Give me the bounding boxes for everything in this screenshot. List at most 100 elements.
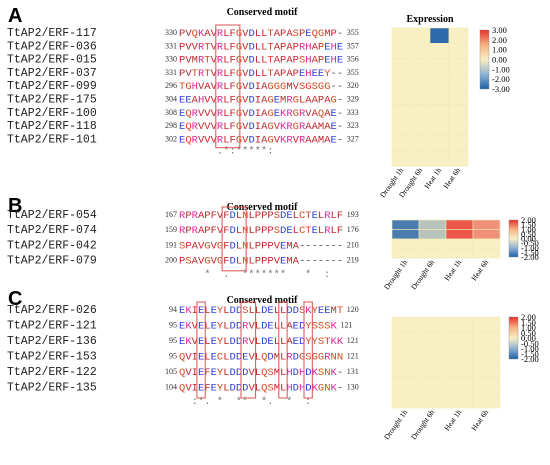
end-position: 121 — [341, 321, 353, 330]
heatmap-cell — [418, 362, 447, 378]
heatmap-cell — [391, 58, 412, 75]
heatmap-cell — [391, 89, 412, 105]
heatmap-cell — [472, 229, 501, 240]
colorbar-tick-label: 3.00 — [492, 25, 507, 35]
colorbar-tick-label: 1.00 — [492, 45, 507, 55]
colorbar-gradient — [479, 29, 490, 90]
alignment-row: TtAP2/ERF-100 308 EQRVVVRLFGVDIAGEKRGRVAQA… — [7, 107, 359, 120]
colorbar-gradient — [508, 219, 519, 258]
start-position: 308 — [165, 108, 177, 117]
colorbar-tick-label: 0.00 — [521, 234, 536, 244]
heatmap-cell — [429, 135, 450, 151]
colorbar-tick-label: 2.00 — [521, 312, 536, 322]
sequence: PSAVGVGFDLNLPPPVEMA------- — [179, 256, 343, 268]
heatmap-cell — [410, 27, 431, 44]
condition-label: Heat 6h — [441, 166, 462, 191]
end-position: 333 — [347, 108, 359, 117]
heatmap-cell — [472, 377, 501, 394]
heatmap-cell — [391, 331, 420, 348]
motif-box — [240, 301, 257, 399]
gene-name: TtAP2/ERF-026 — [7, 304, 97, 317]
alignment-row: TtAP2/ERF-037 331 PVTRTVRLFGVDLLTAPAPEHEEY… — [7, 67, 359, 80]
panel-c: C Conserved motif TtAP2/ERF-026 94 EKIELEYLD… — [7, 288, 539, 441]
gene-name: TtAP2/ERF-036 — [7, 40, 97, 53]
sequence: EKIELEYLDDSLLDELLDDSKYEEMT — [179, 305, 343, 317]
heatmap-cell — [410, 73, 431, 90]
heatmap-cell — [391, 135, 412, 151]
heatmap-cell — [410, 150, 431, 167]
gene-name: TtAP2/ERF-135 — [7, 382, 97, 395]
sequence: PVQKAVRLFGVDLLTAPASPEQGMP- — [179, 28, 343, 40]
heatmap-cell — [391, 316, 420, 333]
colorbar-tick-label: -1.50 — [521, 349, 539, 359]
start-position: 331 — [165, 41, 177, 50]
end-position: 355 — [347, 28, 359, 37]
colorbar-tick-label: 1.50 — [521, 220, 536, 230]
heatmap-cell — [445, 248, 474, 259]
heatmap-cell — [448, 119, 469, 136]
end-position: 219 — [347, 256, 359, 265]
heatmap-cell — [445, 347, 474, 363]
alignment-row: TtAP2/ERF-015 330 PVMRTVRLFGVDLLTAPAPSHAPE… — [7, 54, 359, 67]
alignment-row: TtAP2/ERF-074 159 RPRAPFVFDLNLPPPSDELCTELR… — [7, 224, 359, 237]
start-position: 296 — [165, 81, 177, 90]
colorbar-tick-label: 0.00 — [492, 55, 507, 65]
alignment-row: TtAP2/ERF-153 95 QVIELECLDDEVLQDMLRDGSGGRN… — [7, 351, 359, 364]
heatmap-cell — [391, 73, 412, 90]
end-position: 320 — [347, 81, 359, 90]
heatmap-cell — [391, 229, 420, 240]
heatmap-cell — [445, 316, 474, 333]
start-position: 104 — [165, 383, 177, 392]
colorbar-tick-label: 0.50 — [521, 328, 536, 338]
sequence: QVIELECLDDEVLQDMLRDGSGGRNN — [179, 352, 343, 364]
heatmap-cell — [445, 219, 474, 230]
sequence: EEAHVVRLFGVDIAGEMRGLAAPAG- — [179, 95, 343, 107]
start-position: 94 — [169, 305, 177, 314]
motif-box — [196, 301, 206, 399]
heatmap-cell — [472, 316, 501, 333]
gene-name: TtAP2/ERF-015 — [7, 54, 97, 67]
start-position: 105 — [165, 367, 177, 376]
sequence: EQRVVVRLFGVDIAGVKRGRAAMAE- — [179, 121, 343, 133]
consensus-line: :*. * ** *. * : — [179, 396, 324, 408]
gene-name: TtAP2/ERF-079 — [7, 255, 97, 268]
heatmap-cell — [410, 119, 431, 136]
colorbar-tick-label: 0.50 — [521, 229, 536, 239]
panel-b: B Conserved motif TtAP2/ERF-054 167 RPRAPFVF… — [7, 195, 539, 291]
colorbar-tick-label: 1.00 — [521, 323, 536, 333]
heatmap-cell — [391, 347, 420, 363]
gene-name: TtAP2/ERF-153 — [7, 351, 97, 364]
gene-name: TtAP2/ERF-175 — [7, 94, 97, 107]
end-position: 210 — [347, 240, 359, 249]
end-position: 120 — [347, 305, 359, 314]
heatmap-cell — [429, 104, 450, 121]
panel-a: A Conserved motif Expression TtAP2/ERF-117 3… — [7, 5, 510, 199]
heatmap-cell — [391, 119, 412, 136]
sequence: RPRAPFVFDLNLPPPSDELCTELRLF — [179, 225, 343, 237]
colorbar-tick-label: -0.50 — [521, 338, 539, 348]
heatmap-cell — [445, 331, 474, 348]
sequence: QVIEFEYLDDDVLQSMLHDHDKSNK- — [179, 367, 343, 379]
end-position: 356 — [347, 55, 359, 64]
start-position: 302 — [165, 134, 177, 143]
sequence: EQRVVVRLFGVDIAGVKRVRAAMAE- — [179, 134, 343, 146]
heatmap-cell — [418, 238, 447, 249]
colorbar-tick-label: 2.00 — [492, 35, 507, 45]
end-position: 329 — [347, 95, 359, 104]
heatmap-cell — [472, 331, 501, 348]
heatmap-cell — [391, 150, 412, 167]
alignment-row: TtAP2/ERF-079 200 PSAVGVGFDLNLPPPVEMA-----… — [7, 255, 359, 268]
condition-label: Drought 1h — [382, 258, 409, 292]
alignment-row: TtAP2/ERF-026 94 EKIELEYLDDSLLDELLDDSKYEEM… — [7, 304, 359, 317]
sequence: RPRAPFVFDLNLPPPSDELCTELRLF — [179, 210, 343, 222]
start-position: 200 — [165, 256, 177, 265]
start-position: 167 — [165, 210, 177, 219]
start-position: 159 — [165, 225, 177, 234]
end-position: 121 — [347, 336, 359, 345]
heatmap-cell — [410, 58, 431, 75]
colorbar-tick-label: -2.00 — [521, 252, 539, 262]
heatmap-cell — [429, 89, 450, 105]
heatmap-cell — [429, 150, 450, 167]
